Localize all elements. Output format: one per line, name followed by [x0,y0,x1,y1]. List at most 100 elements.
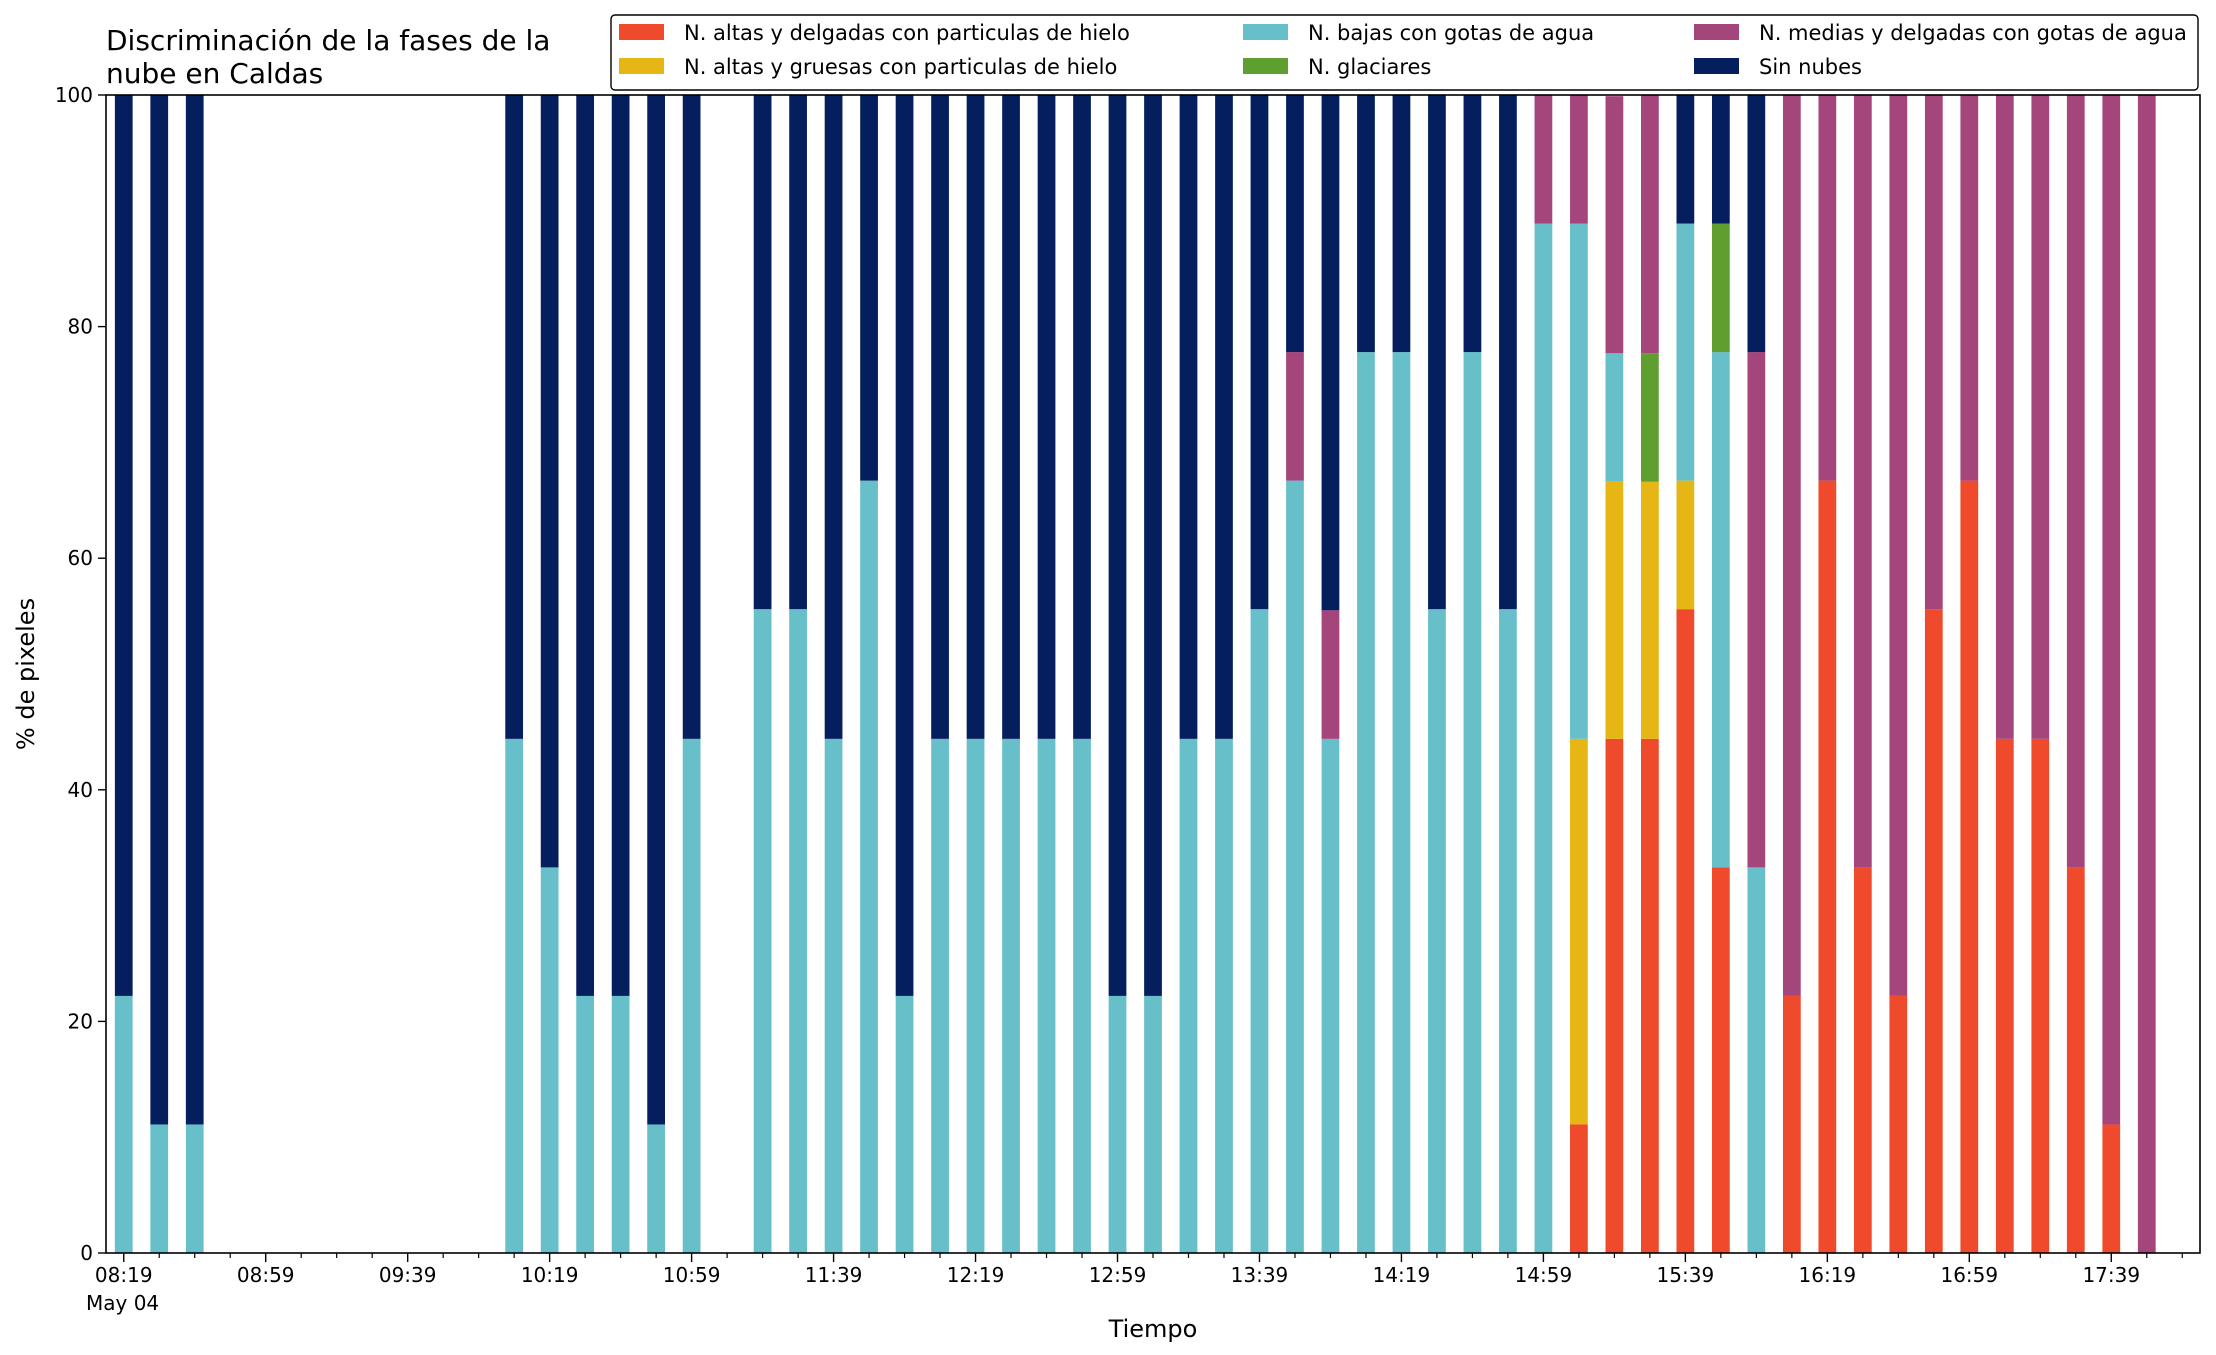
bar-segment [1108,995,1127,1253]
bar-segment [1570,738,1588,1125]
bar-segment [1676,223,1695,481]
y-tick-label: 20 [68,1009,93,1033]
x-tick-label: 10:19 [521,1263,579,1287]
bar-segment [505,95,524,739]
bar-segment [150,95,169,1125]
bar-segment [1853,95,1872,868]
bar-segment [114,995,133,1253]
bar-segment [1605,481,1624,739]
bar-segment [1286,95,1304,353]
bar-segment [1782,95,1801,996]
x-tick-label: 12:59 [1089,1263,1147,1287]
bar-segment [185,1124,204,1253]
bar-segment [1179,738,1198,1253]
bar-segment [1995,738,2014,1253]
legend-label: N. bajas con gotas de agua [1308,21,1594,45]
y-tick-label: 0 [80,1241,93,1265]
bar-segment [2066,95,2085,868]
bar-segment [611,95,630,996]
bar-segment [682,738,701,1253]
bar-segment [1357,352,1375,1254]
bar-segment [1108,95,1127,996]
bar-segment [753,609,772,1253]
bar-segment [1641,481,1659,739]
legend-label: N. medias y delgadas con gotas de agua [1759,21,2187,45]
bar-segment [931,95,949,739]
bar-segment [540,867,559,1253]
legend-label: N. glaciares [1308,55,1431,79]
bar-segment [1392,95,1411,353]
x-tick-label: 08:59 [237,1263,295,1287]
y-axis-title: % de pixeles [12,598,40,750]
bar-segment [1676,95,1695,224]
bar-segment [1818,480,1837,1253]
legend-frame [610,14,2199,91]
bar-segment [576,95,595,996]
bar-segment [682,95,701,739]
bar-segment [505,738,524,1253]
bar-segment [1711,223,1730,353]
bar-segment [1570,1124,1588,1253]
bar-segment [931,738,949,1253]
bar-segment [1215,95,1233,739]
x-tick-label: 16:19 [1799,1263,1857,1287]
legend-entries: N. altas y delgadas con particulas de hi… [619,21,2187,79]
legend-swatch [619,24,664,40]
legend-swatch [619,58,664,74]
bar-segment [1818,95,1837,481]
bar-segment [1321,738,1340,1253]
bar-segment [185,95,204,1125]
bar-segment [1711,352,1730,868]
bar-segment [1676,480,1695,610]
x-tick-label: 11:39 [805,1263,863,1287]
x-tick-label: 08:19 [95,1263,153,1287]
bar-segment [1037,95,1056,739]
bar-segment [1605,353,1624,482]
bar-segment [1641,353,1659,482]
bar-segment [1463,95,1482,353]
bar-segment [611,995,630,1253]
bar-segment [1286,480,1304,1253]
bar-segment [1073,738,1091,1253]
bar-segment [1002,95,1020,739]
bar-segment [1995,95,2014,739]
x-tick-label: 17:39 [2082,1263,2140,1287]
x-tick-label: 15:39 [1657,1263,1715,1287]
bar-segment [1321,610,1340,739]
bar-segment [114,95,133,996]
bar-segment [576,995,595,1253]
bar-segment [1215,738,1233,1253]
bar-segment [1357,95,1375,353]
bar-segment [1250,95,1269,610]
bar-segment [1037,738,1056,1253]
bar-segment [1144,95,1162,996]
bar-segment [540,95,559,868]
bar-segment [1286,352,1304,481]
bar-segment [895,95,914,996]
bar-segment [966,738,985,1253]
bar-segment [1321,95,1340,611]
bar-segment [1144,995,1162,1253]
bars-layer [114,95,2156,1254]
legend-swatch [1243,24,1288,40]
bar-segment [1711,867,1730,1253]
bar-segment [1747,867,1766,1253]
legend-swatch [1694,58,1739,74]
chart-title-line-1: Discriminación de la fases de la [106,24,550,57]
bar-segment [1889,95,1908,996]
bar-segment [1960,95,1979,481]
bar-segment [647,1124,665,1253]
bar-segment [895,995,914,1253]
legend-label: N. altas y delgadas con particulas de hi… [684,21,1130,45]
x-date-label: May 04 [86,1291,159,1315]
bar-segment [1676,609,1695,1253]
legend-label: N. altas y gruesas con particulas de hie… [684,55,1117,79]
bar-segment [1747,352,1766,868]
x-tick-label: 14:19 [1373,1263,1431,1287]
bar-segment [824,738,843,1253]
bar-segment [1534,223,1553,1253]
y-tick-label: 100 [55,83,93,107]
bar-segment [1711,95,1730,224]
x-axis-title: Tiempo [1108,1315,1198,1343]
